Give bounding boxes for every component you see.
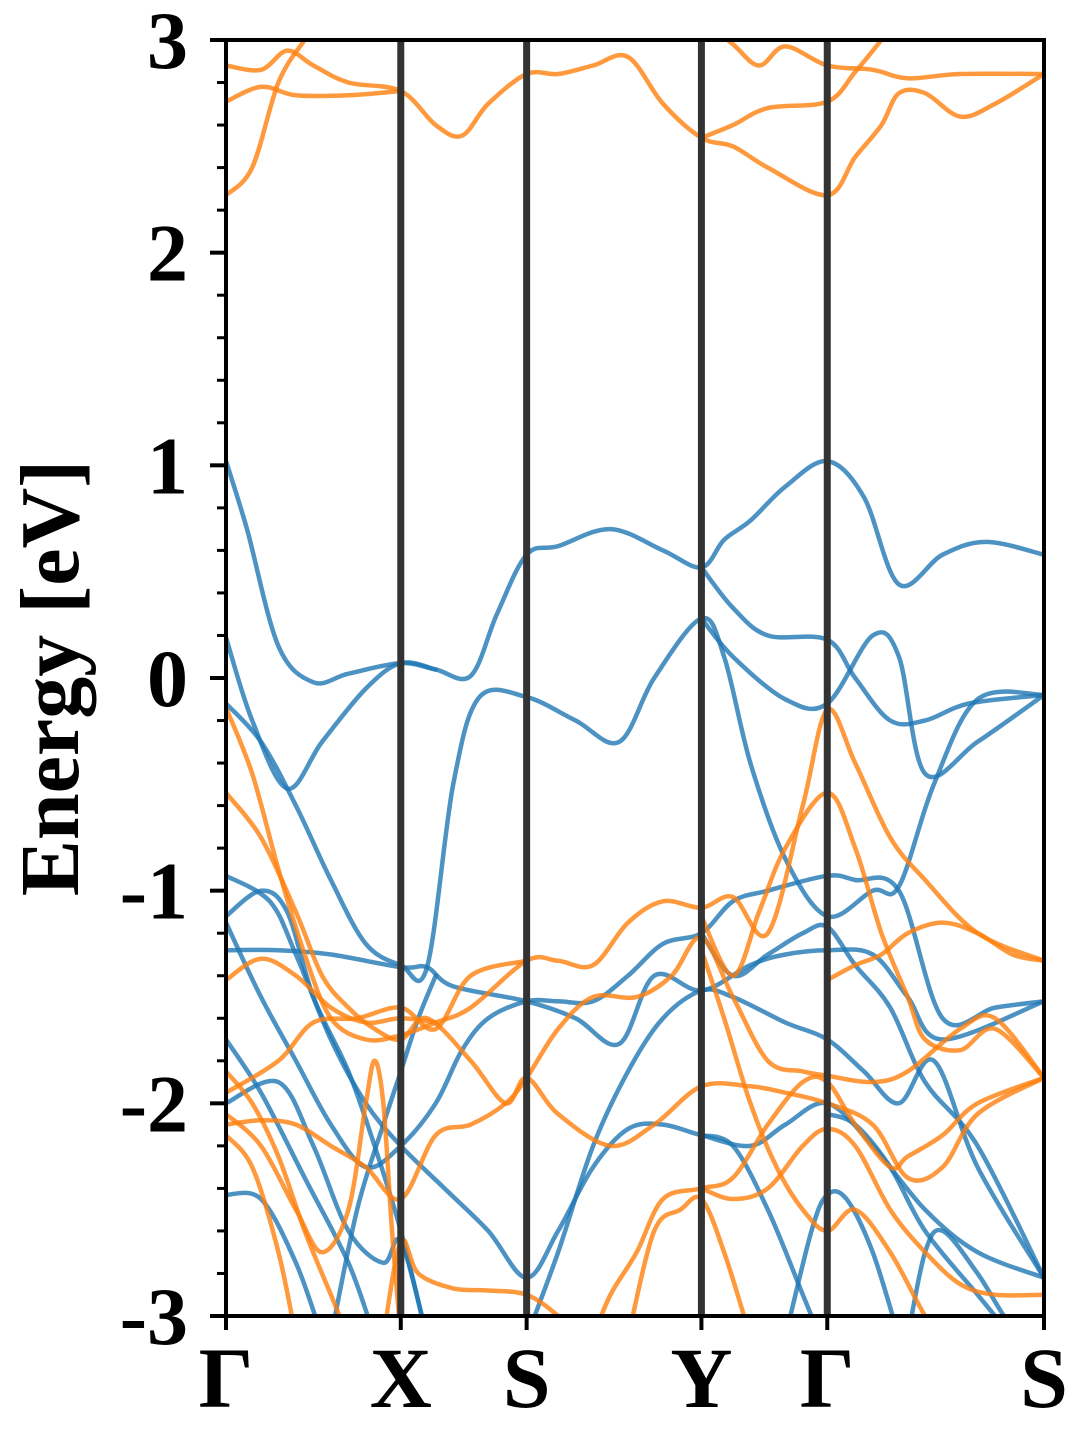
x-tick-label: S [1020,1330,1068,1426]
band-line-blue-18 [909,1227,1007,1316]
kpoint-lines [397,40,831,1316]
band-line-orange-22 [699,40,885,141]
band-line-orange-21 [226,40,308,198]
x-tick-label: Γ [800,1330,855,1426]
y-tick-label: -1 [120,846,188,937]
y-tick-label: 1 [147,420,188,511]
y-tick-label: 3 [147,0,188,86]
band-line-blue-8 [226,873,1044,1170]
band-line-blue-9 [226,1037,371,1316]
y-tick-label: 0 [147,633,188,724]
y-axis-ticks: 3 2 1 0 -1 -2 -3 [120,0,226,1362]
band-line-orange-36 [699,790,1044,1081]
band-line-orange-38 [825,920,1044,983]
y-tick-label: -2 [120,1058,188,1149]
band-line-orange-27 [226,1069,343,1316]
band-line-blue-16 [788,1189,896,1316]
band-line-blue-11 [226,1190,318,1316]
y-tick-label: -3 [120,1271,188,1362]
band-line-orange-37 [699,947,928,1316]
band-line-orange-33 [598,1074,1044,1316]
band-line-orange-19 [226,48,1044,198]
x-tick-label: X [370,1330,432,1426]
band-line-orange-20 [226,84,404,104]
band-line-blue-2 [226,615,1044,984]
y-tick-label: 2 [147,208,188,299]
y-axis-label: Energy [eV] [4,460,97,896]
band-lines [226,40,1044,1316]
band-line-orange-35 [699,1126,1044,1298]
band-line-blue-3 [699,565,1044,727]
band-line-orange-24 [226,705,1044,1043]
x-tick-label: S [503,1330,551,1426]
band-line-orange-34 [630,1194,747,1316]
band-line-orange-25 [226,790,1044,1183]
band-line-orange-31 [226,1132,295,1316]
x-tick-label: Y [670,1330,732,1426]
band-line-blue-0 [226,458,1044,686]
band-line-blue-13 [532,987,1044,1316]
band-line-orange-30 [226,1058,402,1316]
band-line-blue-4 [699,616,1044,780]
band-line-orange-28 [226,958,529,1095]
x-tick-label: Γ [199,1330,254,1426]
band-line-orange-29 [226,935,1044,1202]
band-line-blue-15 [699,1132,814,1316]
